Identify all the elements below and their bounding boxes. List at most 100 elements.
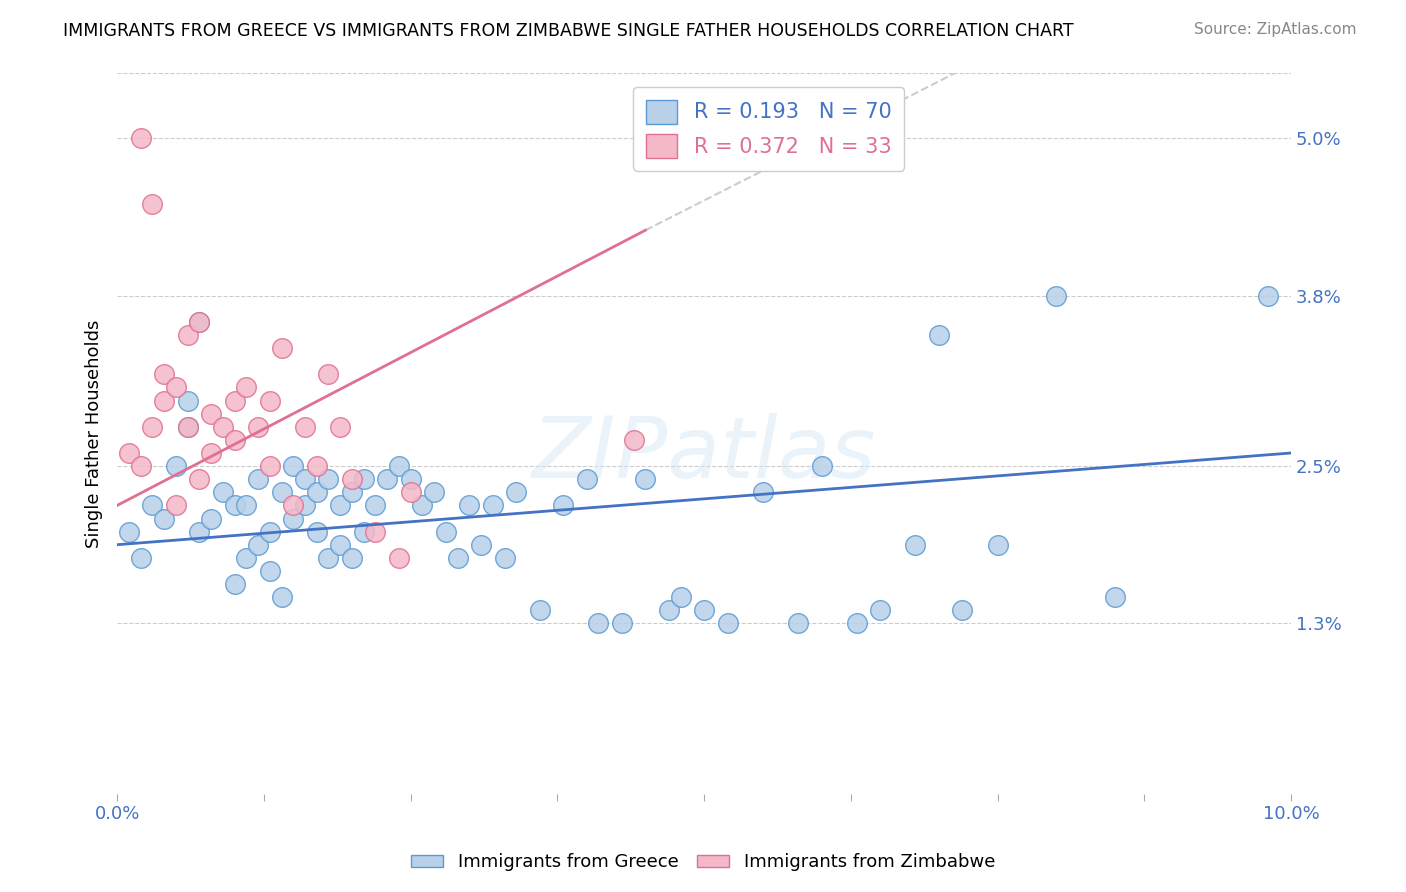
Point: [399, 472, 422, 486]
Point: [259, 564, 281, 578]
Point: [165, 380, 187, 394]
Point: [482, 499, 505, 513]
Point: [658, 603, 681, 617]
Point: [129, 459, 152, 474]
Point: [129, 131, 152, 145]
Point: [200, 446, 222, 460]
Point: [235, 499, 257, 513]
Point: [270, 341, 292, 355]
Point: [470, 538, 492, 552]
Point: [1257, 289, 1279, 303]
Text: IMMIGRANTS FROM GREECE VS IMMIGRANTS FROM ZIMBABWE SINGLE FATHER HOUSEHOLDS CORR: IMMIGRANTS FROM GREECE VS IMMIGRANTS FRO…: [63, 22, 1074, 40]
Legend: Immigrants from Greece, Immigrants from Zimbabwe: Immigrants from Greece, Immigrants from …: [404, 847, 1002, 879]
Point: [329, 419, 352, 434]
Point: [329, 538, 352, 552]
Point: [716, 616, 738, 631]
Point: [259, 524, 281, 539]
Point: [224, 499, 246, 513]
Point: [353, 524, 375, 539]
Point: [752, 485, 775, 500]
Point: [305, 524, 328, 539]
Point: [259, 393, 281, 408]
Point: [188, 315, 211, 329]
Point: [494, 550, 516, 565]
Point: [634, 472, 657, 486]
Point: [353, 472, 375, 486]
Point: [235, 550, 257, 565]
Point: [1104, 590, 1126, 604]
Point: [259, 459, 281, 474]
Point: [283, 499, 305, 513]
Point: [211, 419, 233, 434]
Text: Source: ZipAtlas.com: Source: ZipAtlas.com: [1194, 22, 1357, 37]
Point: [987, 538, 1010, 552]
Point: [693, 603, 716, 617]
Point: [141, 197, 163, 211]
Point: [176, 328, 198, 343]
Point: [904, 538, 927, 552]
Point: [118, 446, 141, 460]
Point: [446, 550, 468, 565]
Point: [340, 472, 363, 486]
Point: [188, 472, 211, 486]
Point: [388, 550, 411, 565]
Point: [845, 616, 868, 631]
Point: [575, 472, 598, 486]
Point: [141, 499, 163, 513]
Point: [399, 485, 422, 500]
Point: [270, 590, 292, 604]
Point: [305, 485, 328, 500]
Text: ZIPatlas: ZIPatlas: [531, 414, 876, 497]
Point: [787, 616, 810, 631]
Point: [224, 393, 246, 408]
Point: [283, 459, 305, 474]
Point: [129, 550, 152, 565]
Point: [247, 472, 270, 486]
Point: [364, 524, 387, 539]
Point: [294, 472, 316, 486]
Point: [270, 485, 292, 500]
Point: [529, 603, 551, 617]
Point: [305, 459, 328, 474]
Point: [153, 393, 176, 408]
Point: [950, 603, 973, 617]
Point: [247, 419, 270, 434]
Point: [364, 499, 387, 513]
Point: [610, 616, 633, 631]
Point: [505, 485, 527, 500]
Point: [176, 419, 198, 434]
Point: [118, 524, 141, 539]
Y-axis label: Single Father Households: Single Father Households: [86, 319, 103, 548]
Point: [588, 616, 610, 631]
Point: [329, 499, 352, 513]
Point: [283, 511, 305, 525]
Point: [423, 485, 446, 500]
Point: [165, 459, 187, 474]
Point: [623, 433, 645, 447]
Point: [224, 577, 246, 591]
Point: [340, 485, 363, 500]
Point: [553, 499, 575, 513]
Point: [235, 380, 257, 394]
Point: [176, 393, 198, 408]
Point: [411, 499, 433, 513]
Point: [200, 407, 222, 421]
Point: [165, 499, 187, 513]
Point: [388, 459, 411, 474]
Point: [810, 459, 832, 474]
Point: [153, 511, 176, 525]
Point: [340, 550, 363, 565]
Point: [188, 524, 211, 539]
Point: [434, 524, 457, 539]
Point: [200, 511, 222, 525]
Point: [141, 419, 163, 434]
Point: [153, 368, 176, 382]
Point: [247, 538, 270, 552]
Point: [224, 433, 246, 447]
Point: [928, 328, 950, 343]
Point: [375, 472, 398, 486]
Legend: R = 0.193   N = 70, R = 0.372   N = 33: R = 0.193 N = 70, R = 0.372 N = 33: [633, 87, 904, 170]
Point: [458, 499, 481, 513]
Point: [176, 419, 198, 434]
Point: [1045, 289, 1067, 303]
